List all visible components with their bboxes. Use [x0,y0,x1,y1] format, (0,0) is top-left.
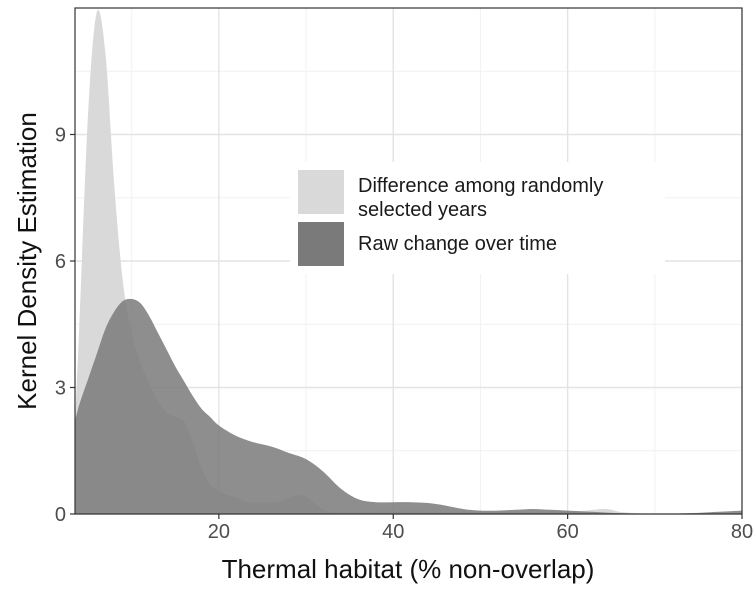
y-tick-label: 0 [55,504,66,526]
y-axis-title: Kernel Density Estimation [12,112,42,410]
legend-key-raw-change [298,222,344,266]
axis-ticks: 20 40 60 80 0 3 6 9 [55,125,753,544]
x-tick-label: 20 [208,521,230,543]
legend: Difference among randomly selected years R… [290,162,665,274]
y-tick-label: 6 [55,251,66,273]
legend-label-random-years: Difference among randomly selected years [358,175,603,221]
legend-label-raw-change: Raw change over time [358,233,557,255]
density-areas [75,9,742,515]
y-tick-label: 3 [55,378,66,400]
legend-key-random-years [298,170,344,214]
x-axis-title: Thermal habitat (% non-overlap) [222,554,595,584]
legend-background [290,162,665,274]
y-tick-label: 9 [55,125,66,147]
x-tick-label: 60 [556,521,578,543]
density-area-raw-change [75,298,742,514]
x-tick-label: 40 [382,521,404,543]
x-tick-label: 80 [731,521,753,543]
